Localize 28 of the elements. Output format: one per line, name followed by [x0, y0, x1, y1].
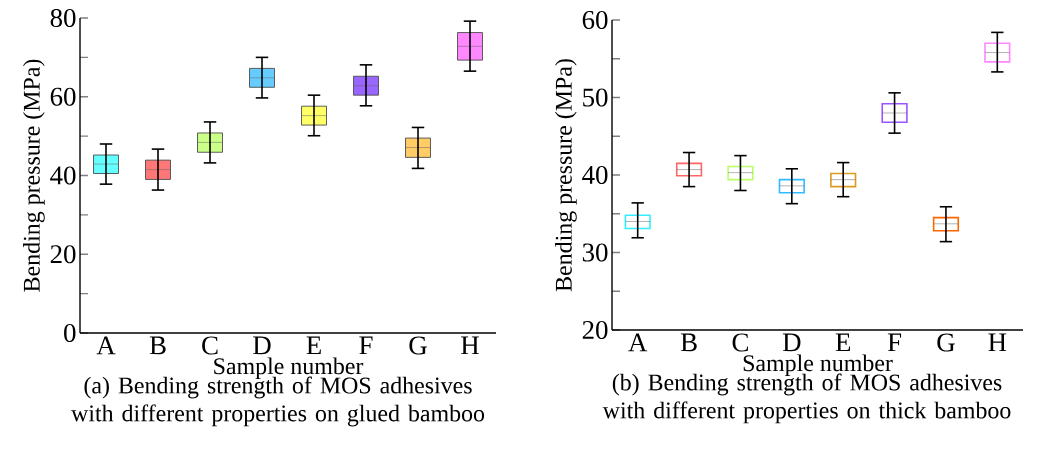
- x-tick-label: G: [937, 333, 955, 352]
- x-tick-label: E: [306, 336, 321, 355]
- y-tick-label: 20: [582, 320, 608, 340]
- x-tick-label: B: [680, 333, 697, 352]
- x-tick-label: B: [149, 336, 166, 355]
- x-tick-label: C: [732, 333, 748, 352]
- x-tick-label: C: [202, 336, 218, 355]
- y-tick-label: 0: [64, 323, 76, 343]
- y-tick-label: 80: [50, 8, 76, 28]
- x-tick-label: H: [988, 333, 1007, 352]
- x-tick-label: A: [96, 336, 116, 355]
- y-tick-label: 40: [50, 166, 76, 185]
- x-tick-label: G: [409, 336, 427, 355]
- y-tick-label: 50: [583, 88, 608, 107]
- y-tick-label: 20: [50, 245, 76, 264]
- y-tick-label: 60: [582, 10, 608, 30]
- y-axis-title: Bending pressure (MPa): [23, 59, 45, 292]
- y-tick-label: 30: [582, 243, 608, 262]
- x-tick-label: H: [461, 336, 479, 355]
- x-tick-label: F: [887, 333, 902, 352]
- x-tick-label: E: [835, 333, 851, 352]
- x-tick-label: A: [628, 333, 648, 352]
- x-tick-label: D: [782, 333, 801, 352]
- x-tick-label: F: [359, 336, 373, 355]
- x-tick-label: D: [253, 336, 271, 355]
- y-tick-label: 60: [50, 87, 76, 106]
- y-tick-label: 40: [582, 165, 608, 185]
- y-axis-title: Bending pressure (MPa): [555, 59, 577, 292]
